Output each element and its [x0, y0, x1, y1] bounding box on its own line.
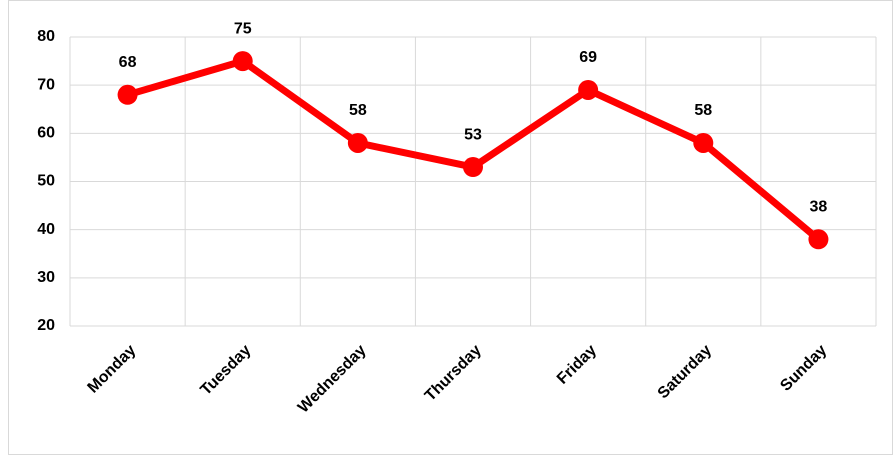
chart-frame: [8, 0, 893, 455]
y-tick-label: 70: [37, 76, 55, 93]
marker: [463, 157, 483, 178]
data-label: 58: [349, 102, 367, 119]
y-tick-label: 80: [37, 28, 55, 45]
data-label: 38: [810, 199, 828, 216]
marker: [578, 79, 599, 100]
marker: [232, 51, 253, 72]
y-tick-label: 60: [37, 125, 55, 142]
data-label: 75: [234, 20, 252, 37]
y-tick-label: 30: [37, 269, 55, 286]
y-tick-label: 50: [37, 173, 55, 190]
data-label: 53: [464, 126, 482, 143]
data-label: 58: [694, 102, 712, 119]
marker: [117, 84, 138, 105]
marker: [347, 132, 368, 153]
marker: [808, 229, 829, 250]
data-label: 68: [119, 54, 137, 71]
y-tick-label: 40: [37, 221, 55, 238]
y-tick-label: 20: [37, 317, 55, 334]
marker: [693, 132, 714, 153]
data-label: 69: [579, 49, 597, 66]
